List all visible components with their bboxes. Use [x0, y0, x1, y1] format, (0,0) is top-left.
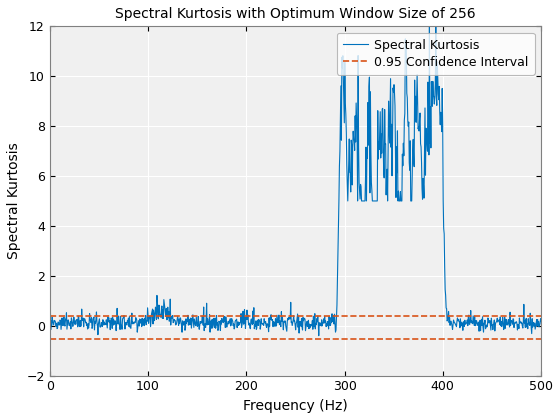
Spectral Kurtosis [440, 121, 446, 126]
Spectral Kurtosis [432, 15, 439, 20]
Legend: Spectral Kurtosis, 0.95 Confidence Interval: Spectral Kurtosis, 0.95 Confidence Inter… [337, 32, 535, 75]
Spectral Kurtosis [315, 333, 322, 338]
Spectral Kurtosis [430, 92, 437, 97]
Spectral Kurtosis [263, 323, 269, 328]
Spectral Kurtosis [245, 320, 252, 326]
Spectral Kurtosis [538, 319, 544, 324]
0.95 Confidence Interval [46, 313, 53, 318]
Line: Spectral Kurtosis: Spectral Kurtosis [50, 17, 541, 336]
0.95 Confidence Interval [48, 313, 54, 318]
Spectral Kurtosis [384, 198, 391, 203]
Spectral Kurtosis [46, 321, 53, 326]
Y-axis label: Spectral Kurtosis: Spectral Kurtosis [7, 142, 21, 259]
Spectral Kurtosis [96, 324, 103, 329]
Title: Spectral Kurtosis with Optimum Window Size of 256: Spectral Kurtosis with Optimum Window Si… [115, 7, 475, 21]
X-axis label: Frequency (Hz): Frequency (Hz) [243, 399, 348, 413]
